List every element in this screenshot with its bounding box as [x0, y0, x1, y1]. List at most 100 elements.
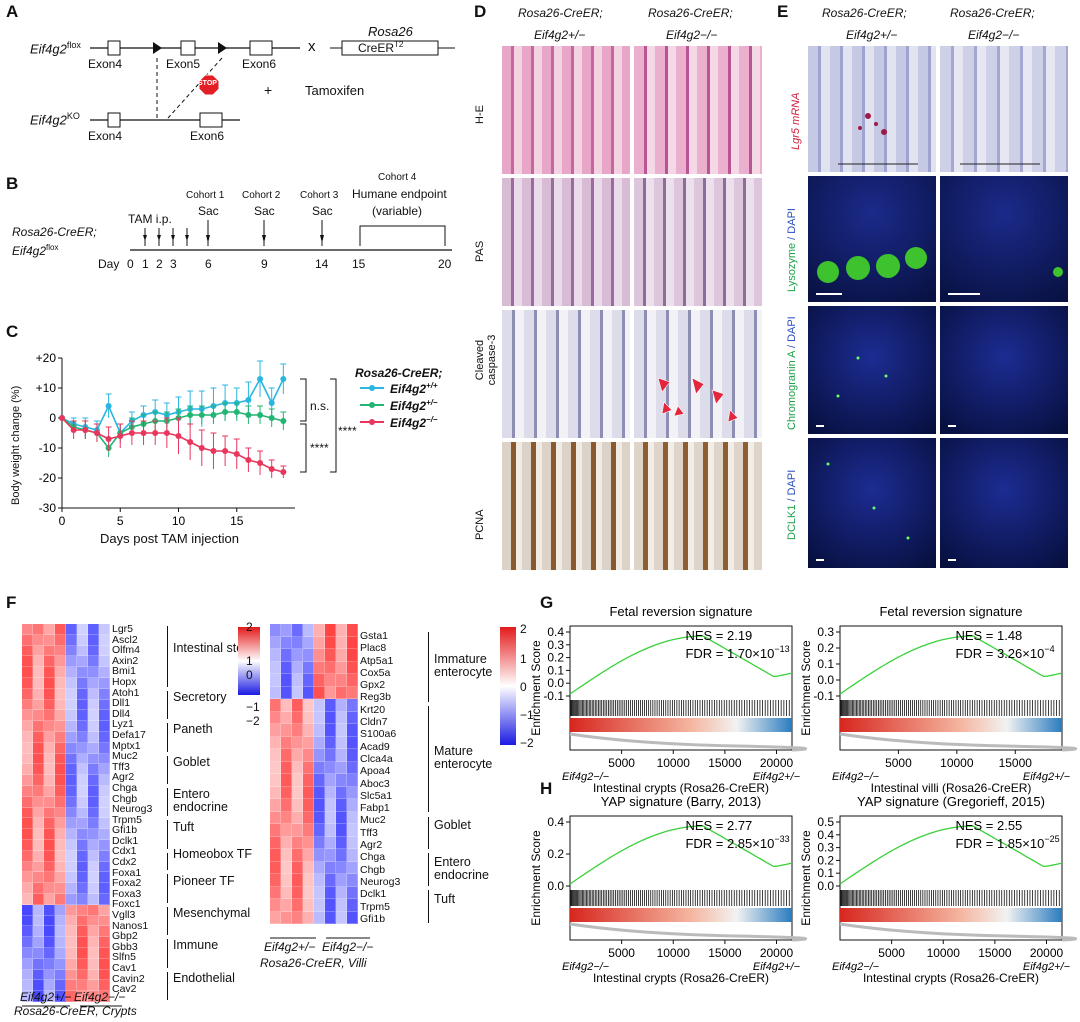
heatmap-cell [55, 688, 66, 700]
heatmap-cell [99, 764, 110, 776]
heatmap-cell [44, 624, 55, 635]
heatmap-cell [325, 749, 336, 762]
c-point [245, 397, 252, 403]
heatmap-cell [44, 634, 55, 646]
heatmap-cell [33, 645, 44, 657]
category-label: Goblet [173, 754, 210, 769]
category-label: Intestinal stem [173, 641, 254, 656]
heatmap-cell [270, 699, 281, 712]
gsea-ytick: 0.2 [547, 651, 564, 665]
heatmap-cell [347, 624, 358, 637]
heatmap-cell [66, 991, 77, 1002]
heatmap-cell [99, 678, 110, 689]
heatmap-cell [55, 915, 66, 927]
gsea-title: Fetal reversion signature [609, 604, 752, 619]
ko-exon6-label: Exon6 [190, 129, 225, 143]
category-label: Entero endocrine [434, 854, 489, 882]
heatmap-cell [99, 656, 110, 668]
gsea-ytick: 0.5 [817, 815, 834, 829]
c-point [163, 430, 170, 436]
c-point [187, 439, 194, 445]
gene-label: Dll4 [112, 707, 131, 720]
heatmap-cell [336, 911, 347, 924]
category-bracket [167, 852, 168, 871]
heatmap-cell [33, 850, 44, 862]
gsea-plot-2: YAP signature (Barry, 2013) 0.4 0.2 0.0 5000… [529, 794, 807, 985]
heatmap-cell [270, 749, 281, 762]
heatmap-cell [66, 775, 77, 786]
heatmap-cell [336, 674, 347, 687]
heatmap-cell [292, 624, 303, 637]
heatmap-cell [99, 904, 110, 916]
heatmap-cell [99, 624, 110, 635]
heatmap-cell [281, 899, 292, 912]
heatmap-cell [88, 656, 99, 668]
gsea-left-label: Eif4g2−/− [832, 771, 880, 783]
heatmap-cell [99, 807, 110, 819]
heatmap-cell [336, 799, 347, 812]
heatmap-cell [55, 980, 66, 992]
c-point [222, 448, 229, 454]
heatmap-cell [303, 836, 314, 849]
heatmap-cell [44, 775, 55, 786]
heatmap-cell [55, 732, 66, 743]
flox-allele-label: Eif4g2flox [30, 40, 81, 57]
d-col2-line1: Rosa26-CreER; [648, 6, 733, 20]
heatmap-cell [77, 742, 88, 754]
rosa26-title: Rosa26 [368, 24, 413, 39]
heatmap-cell [336, 736, 347, 749]
gene-label: Agr2 [112, 771, 135, 784]
heatmap-cell [270, 811, 281, 824]
heatmap-cell [22, 991, 33, 1002]
heatmap-cell [99, 634, 110, 646]
heatmap-cell [347, 749, 358, 762]
heatmap-cell [325, 811, 336, 824]
heatmap-cell [281, 836, 292, 849]
heatmap-cell [99, 732, 110, 743]
heatmap-cell [55, 861, 66, 873]
gsea-ytick: 0.0 [817, 673, 834, 687]
heatmap-cell [66, 742, 77, 754]
category-label: Tuft [173, 819, 195, 834]
heatmap-cell [44, 656, 55, 668]
heatmap-cell [55, 937, 66, 948]
heatmap-cell [99, 915, 110, 927]
gsea-right-label: Eif4g2+/− [1023, 961, 1071, 973]
heatmap-cell [303, 686, 314, 699]
heatmap-cell [88, 645, 99, 657]
gsea-rank-bar [570, 908, 792, 922]
heatmap-cell [44, 904, 55, 916]
gene-label: Cav1 [112, 962, 137, 974]
d-row-he: H-E [474, 105, 486, 124]
heatmap-cell [88, 807, 99, 819]
gene-label: Nanos1 [112, 919, 149, 932]
day-6: 6 [205, 257, 212, 271]
category-bracket [428, 853, 429, 887]
villi-group-ko: Eif4g2−/− [322, 940, 374, 954]
heatmap-cell [292, 799, 303, 812]
gsea-xtick: 15000 [708, 756, 742, 770]
heatmap-cell [281, 724, 292, 737]
heatmap-cell [33, 861, 44, 873]
heatmap-cell [303, 661, 314, 674]
c-point [117, 433, 124, 439]
gene-label: Cdx2 [112, 856, 137, 869]
day-1: 1 [142, 257, 149, 271]
cbar2-0: 0 [520, 680, 527, 694]
heatmap-cell [88, 678, 99, 689]
heatmap-cell [303, 899, 314, 912]
gene-label: Atoh1 [112, 686, 140, 699]
panel-label-a: A [6, 2, 19, 21]
heatmap-cell [77, 840, 88, 851]
heatmap-cell [22, 861, 33, 873]
heatmap-cell [270, 774, 281, 787]
gsea-xlabel: Intestinal villi (Rosa26-CreER) [871, 781, 1032, 795]
gene-label: Plac8 [360, 642, 387, 655]
heatmap-cell [99, 645, 110, 657]
heatmap-cell [303, 786, 314, 799]
heatmap-cell [44, 764, 55, 776]
gsea-nes: NES = 1.48 [955, 628, 1022, 643]
heatmap-cell [33, 926, 44, 938]
heatmap-cell [22, 872, 33, 884]
heatmap-cell [55, 969, 66, 981]
